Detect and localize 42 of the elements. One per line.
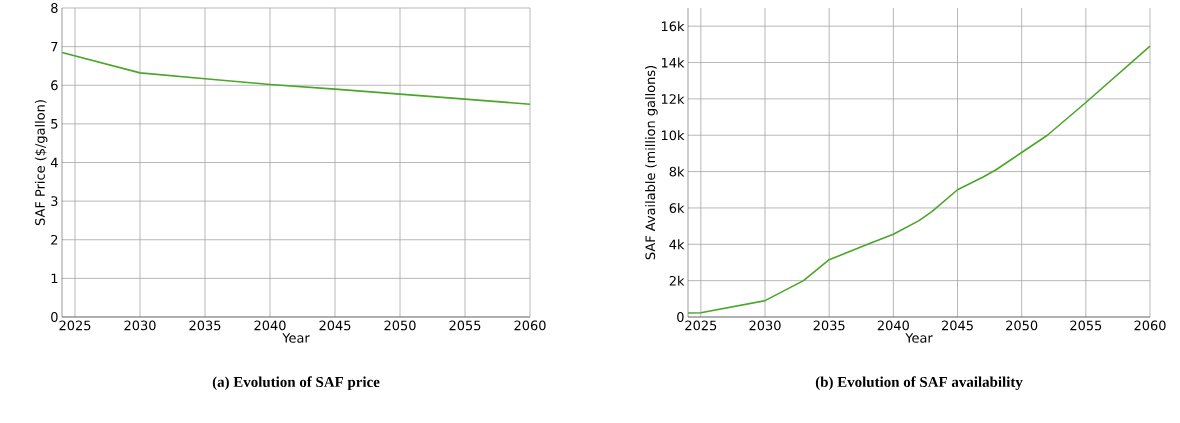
- y-tick-label: 16k: [661, 21, 685, 32]
- x-tick-label: 2050: [1006, 320, 1038, 331]
- x-tick-label: 2040: [254, 320, 286, 331]
- y-tick-label: 8: [51, 3, 58, 13]
- line-series: [687, 45, 1151, 314]
- x-tick-label: 2045: [941, 320, 973, 331]
- x-axis-title: Year: [282, 333, 310, 343]
- x-tick-label: 2040: [877, 320, 909, 331]
- x-tick-label: 2035: [189, 320, 221, 331]
- y-tick-label: 5: [51, 119, 58, 129]
- x-tick-label: 2060: [514, 320, 546, 331]
- y-tick-label: 0: [677, 312, 684, 322]
- text: (a) Evolution of SAF price: [212, 376, 380, 391]
- x-tick-label: 2035: [813, 320, 845, 331]
- y-tick-label: 12k: [661, 93, 685, 104]
- y-tick-label: 1: [51, 273, 58, 284]
- x-tick-label: 2030: [749, 320, 781, 331]
- y-tick-label: 8k: [669, 166, 685, 177]
- y-tick-label: 2: [51, 234, 58, 245]
- y-axis-title: SAF Price ($/gallon): [34, 100, 48, 226]
- x-tick-label: 2025: [685, 320, 717, 331]
- y-tick-label: 4k: [669, 239, 685, 250]
- y-tick-label: 6k: [669, 202, 685, 213]
- x-tick-label: 2030: [124, 320, 156, 331]
- y-tick-label: 2k: [669, 275, 685, 286]
- y-tick-label: 7: [51, 41, 58, 52]
- x-tick-label: 2050: [384, 320, 416, 331]
- x-tick-label: 2055: [449, 320, 481, 331]
- y-tick-label: 0: [51, 312, 58, 322]
- x-tick-label: 2045: [319, 320, 351, 331]
- x-tick-label: 2055: [1070, 320, 1102, 331]
- y-axis-title: SAF Available (million gallons): [645, 65, 658, 260]
- y-tick-label: 14k: [661, 57, 685, 68]
- y-tick-label: 10k: [661, 130, 685, 141]
- y-tick-label: 4: [50, 157, 58, 168]
- x-tick-label: 2060: [1134, 320, 1166, 331]
- text: (b) Evolution of SAF availability: [815, 376, 1023, 391]
- y-tick-label: 3: [51, 196, 58, 207]
- line-series: [61, 51, 531, 105]
- y-tick-label: 6: [51, 80, 58, 91]
- x-axis-title: Year: [905, 333, 933, 343]
- x-tick-label: 2025: [59, 320, 91, 331]
